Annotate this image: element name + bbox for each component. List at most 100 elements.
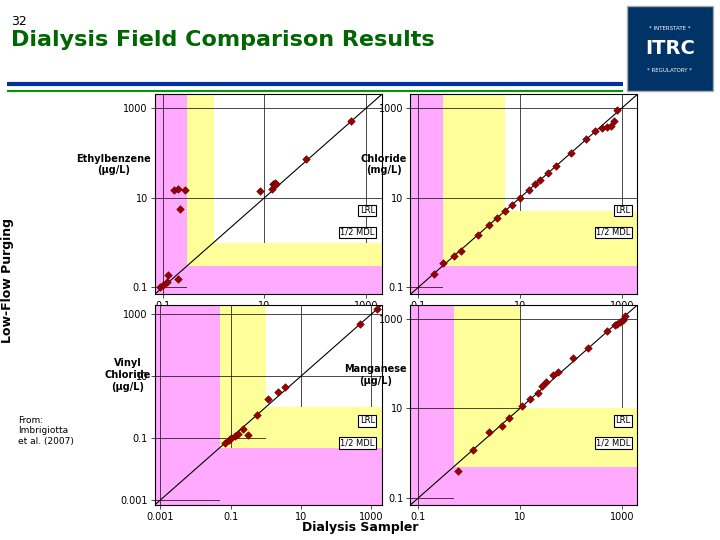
Point [266, 185, 278, 193]
Bar [454, 305, 520, 505]
Bar [443, 94, 505, 294]
Point [609, 321, 621, 329]
Point [456, 247, 467, 255]
Text: 1/2 MDL: 1/2 MDL [341, 438, 375, 448]
Point [484, 220, 495, 229]
Bar [266, 448, 382, 505]
Text: ITRC: ITRC [645, 39, 695, 58]
Point [220, 438, 231, 447]
Point [180, 186, 192, 195]
Point [567, 354, 579, 363]
Point [237, 424, 248, 433]
Point [605, 122, 616, 130]
Point [163, 271, 174, 279]
Bar [520, 408, 637, 467]
Point [600, 123, 612, 131]
Point [542, 169, 554, 178]
Point [530, 180, 541, 188]
Point [565, 148, 577, 157]
Point [514, 193, 526, 202]
Point [428, 269, 439, 278]
Bar [187, 94, 214, 294]
Text: 32: 32 [11, 15, 27, 28]
Text: LRL: LRL [360, 416, 375, 426]
Point [253, 187, 265, 195]
Point [550, 162, 562, 171]
Point [168, 185, 180, 194]
Point [491, 214, 503, 222]
Point [232, 429, 243, 438]
Point [345, 117, 356, 126]
Point [272, 387, 284, 396]
Text: Dialysis Field Comparison Results: Dialysis Field Comparison Results [11, 30, 434, 50]
Point [355, 320, 366, 328]
Text: 1/2 MDL: 1/2 MDL [596, 228, 631, 237]
Point [516, 402, 528, 411]
Point [452, 467, 464, 475]
Text: 1/2 MDL: 1/2 MDL [341, 228, 375, 237]
Text: From:
Imbrigiotta
et al. (2007): From: Imbrigiotta et al. (2007) [18, 416, 74, 446]
Point [300, 155, 312, 164]
Point [523, 185, 535, 194]
Point [534, 176, 546, 184]
Text: LRL: LRL [616, 416, 631, 426]
Text: Chloride
(mg/L): Chloride (mg/L) [361, 153, 407, 175]
Point [174, 205, 186, 214]
Point [590, 127, 601, 136]
Point [552, 368, 564, 376]
Point [157, 281, 168, 290]
Point [506, 200, 518, 209]
Text: LRL: LRL [360, 206, 375, 215]
Point [161, 278, 173, 287]
Point [536, 381, 548, 390]
Point [619, 312, 631, 320]
Point [525, 395, 536, 403]
Point [467, 446, 479, 454]
Point [251, 411, 262, 420]
Bar [505, 266, 637, 294]
Point [172, 184, 184, 193]
Bar [220, 448, 266, 505]
Text: Ethylbenzene
(µg/L): Ethylbenzene (µg/L) [76, 153, 151, 175]
Bar [454, 467, 520, 505]
Text: * REGULATORY *: * REGULATORY * [647, 68, 693, 73]
Point [540, 378, 552, 387]
Point [263, 395, 274, 404]
Bar [520, 467, 637, 505]
Point [582, 344, 594, 353]
Bar [220, 305, 266, 505]
Text: * INTERSTATE *: * INTERSTATE * [649, 26, 690, 31]
Bar [505, 211, 637, 266]
Point [268, 180, 279, 188]
Point [279, 383, 290, 391]
Bar [187, 266, 214, 294]
Point [229, 431, 240, 440]
Text: 1/2 MDL: 1/2 MDL [596, 438, 631, 448]
FancyBboxPatch shape [626, 5, 714, 91]
Point [608, 117, 620, 126]
Bar [266, 407, 382, 448]
Point [472, 230, 484, 239]
Point [372, 305, 383, 313]
Point [617, 315, 629, 324]
Point [243, 430, 254, 439]
Point [602, 327, 613, 336]
Point [155, 283, 166, 292]
Text: Dialysis Sampler: Dialysis Sampler [302, 521, 418, 534]
Point [484, 427, 495, 436]
Point [548, 371, 559, 380]
Point [225, 434, 236, 442]
Point [503, 414, 515, 422]
Point [269, 179, 281, 187]
Bar [214, 266, 382, 294]
Point [448, 252, 459, 260]
Point [532, 389, 544, 397]
Point [612, 319, 624, 328]
Text: LRL: LRL [616, 206, 631, 215]
Point [611, 106, 623, 114]
Point [580, 135, 592, 144]
Text: Low-Flow Purging: Low-Flow Purging [1, 218, 14, 343]
Text: Manganese
(µg/L): Manganese (µg/L) [344, 364, 407, 386]
Point [497, 422, 508, 430]
Bar [443, 266, 505, 294]
